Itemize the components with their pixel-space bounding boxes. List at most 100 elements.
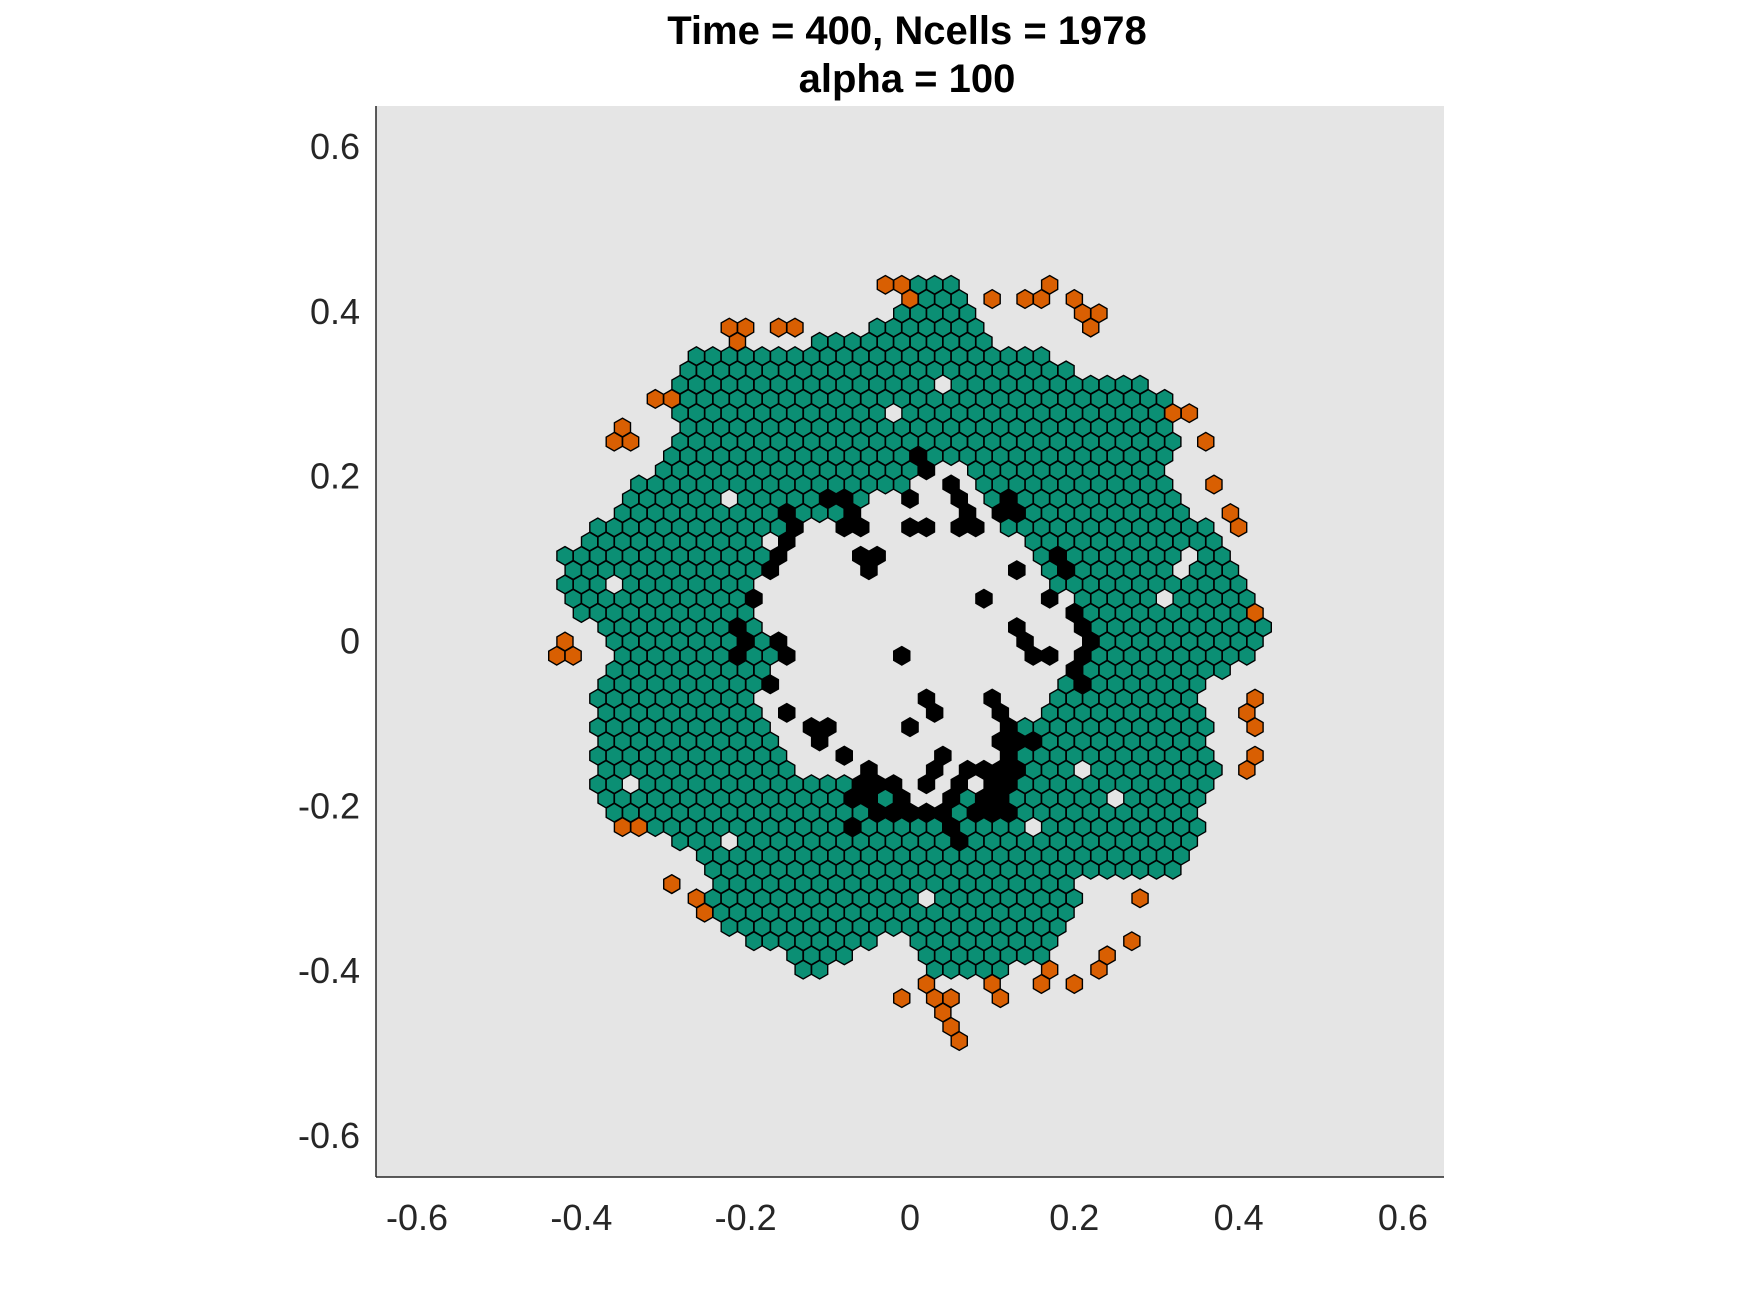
black-cell-marker: [1065, 602, 1084, 624]
black-cell-marker: [1057, 560, 1075, 581]
green-cell-marker: [802, 774, 821, 795]
black-cell-marker: [852, 517, 870, 538]
chart-title-line-1: Time = 400, Ncells = 1978: [667, 9, 1147, 53]
orange-cell-marker: [1229, 517, 1248, 538]
green-cell-marker: [868, 317, 886, 338]
y-tick-label: 0: [340, 621, 360, 662]
orange-cell-marker: [1205, 474, 1223, 495]
green-cell-marker: [810, 331, 829, 352]
orange-cell-marker: [786, 317, 804, 338]
green-cell-marker: [753, 345, 771, 367]
y-tick-label: -0.2: [298, 785, 360, 826]
orange-cell-marker: [1238, 759, 1256, 781]
orange-cell-marker: [646, 388, 665, 410]
y-tick-label: -0.4: [298, 950, 360, 991]
orange-cell-marker: [1131, 888, 1149, 909]
black-cell-marker: [745, 588, 763, 609]
green-cell-marker: [1032, 345, 1051, 367]
green-cell-marker: [1114, 374, 1133, 395]
black-cell-marker: [901, 716, 919, 738]
black-cell-marker: [1008, 560, 1026, 581]
black-cell-marker: [843, 788, 862, 809]
orange-cell-marker: [1246, 716, 1264, 738]
black-cell-marker: [884, 802, 903, 823]
orange-cell-marker: [1016, 288, 1034, 310]
orange-cell-marker: [548, 645, 566, 666]
y-tick-label: -0.6: [298, 1115, 360, 1156]
green-cell-marker: [942, 274, 960, 295]
x-tick-label: 0.4: [1214, 1197, 1264, 1238]
orange-cell-marker: [1090, 959, 1108, 980]
black-cell-marker: [917, 802, 936, 823]
orange-cell-marker: [1032, 973, 1051, 995]
x-tick-label: -0.4: [550, 1197, 612, 1238]
plot-area: [376, 106, 1444, 1177]
orange-cell-marker: [1164, 403, 1182, 424]
orange-cell-marker: [1197, 431, 1215, 452]
y-tick-label: 0.4: [310, 291, 360, 332]
green-cell-marker: [786, 345, 804, 367]
orange-cell-marker: [901, 288, 919, 310]
orange-cell-marker: [893, 988, 911, 1009]
black-cell-marker: [950, 831, 968, 852]
black-cell-marker: [917, 460, 936, 481]
x-tick-label: 0: [900, 1197, 920, 1238]
x-tick-label: -0.6: [386, 1197, 448, 1238]
black-cell-marker: [999, 802, 1018, 823]
green-cell-marker: [630, 474, 648, 495]
green-cell-marker: [843, 331, 862, 352]
orange-cell-marker: [695, 902, 714, 923]
black-cell-marker: [819, 716, 837, 738]
orange-cell-marker: [1040, 274, 1059, 295]
orange-cell-marker: [663, 873, 681, 895]
black-cell-marker: [967, 802, 985, 823]
black-cell-marker: [868, 802, 886, 823]
orange-cell-marker: [1090, 303, 1108, 324]
orange-cell-marker: [564, 645, 582, 666]
black-cell-marker: [1008, 502, 1026, 524]
green-cell-marker: [999, 345, 1018, 367]
black-cell-marker: [942, 788, 960, 809]
black-cell-marker: [917, 517, 936, 538]
green-cell-marker: [1131, 374, 1149, 395]
black-cell-marker: [934, 745, 952, 766]
black-cell-marker: [843, 816, 862, 838]
black-cell-marker: [983, 688, 1001, 709]
black-cell-marker: [728, 645, 747, 666]
cell-markers: [548, 274, 1272, 1052]
black-cell-marker: [901, 488, 919, 509]
black-cell-marker: [860, 560, 878, 581]
black-cell-marker: [1040, 588, 1059, 609]
black-cell-marker: [835, 745, 853, 766]
orange-cell-marker: [991, 988, 1010, 1009]
orange-cell-marker: [1123, 931, 1141, 952]
chart-title-line-2: alpha = 100: [799, 57, 1016, 101]
green-cell-marker: [1098, 374, 1116, 395]
black-cell-marker: [819, 488, 837, 509]
x-axis-ticks: -0.6 -0.4 -0.2 0 0.2 0.4 0.6: [386, 1197, 1428, 1238]
orange-cell-marker: [917, 973, 936, 995]
black-cell-marker: [958, 759, 977, 781]
green-cell-marker: [589, 517, 607, 538]
green-cell-marker: [819, 774, 837, 795]
black-cell-marker: [901, 802, 919, 823]
orange-cell-marker: [630, 816, 648, 838]
orange-cell-marker: [663, 388, 681, 410]
green-cell-marker: [556, 545, 574, 567]
orange-cell-marker: [950, 1030, 968, 1052]
y-axis-ticks: 0.6 0.4 0.2 0 -0.2 -0.4 -0.6: [298, 126, 360, 1156]
black-cell-marker: [761, 674, 780, 695]
green-cell-marker: [1197, 517, 1215, 538]
orange-cell-marker: [613, 816, 632, 838]
black-cell-marker: [893, 645, 911, 666]
black-cell-marker: [925, 702, 944, 723]
orange-cell-marker: [1065, 973, 1084, 995]
green-cell-marker: [1082, 374, 1100, 395]
x-tick-label: 0.2: [1049, 1197, 1099, 1238]
black-cell-marker: [991, 731, 1010, 752]
black-cell-marker: [967, 517, 985, 538]
black-cell-marker: [761, 560, 780, 581]
orange-cell-marker: [1180, 403, 1199, 424]
black-cell-marker: [975, 588, 993, 609]
